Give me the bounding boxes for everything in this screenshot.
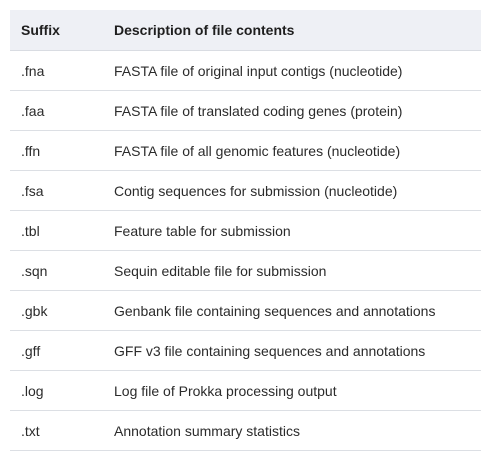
cell-description: FASTA file of all genomic features (nucl… xyxy=(103,130,481,171)
table-body: .fna FASTA file of original input contig… xyxy=(10,50,481,451)
table-header: Suffix Description of file contents xyxy=(10,10,481,51)
cell-description: FASTA file of original input contigs (nu… xyxy=(103,50,481,91)
cell-suffix: .log xyxy=(10,370,103,411)
cell-description: GFF v3 file containing sequences and ann… xyxy=(103,330,481,371)
cell-suffix: .ffn xyxy=(10,130,103,171)
cell-description: FASTA file of translated coding genes (p… xyxy=(103,90,481,131)
cell-description: Annotation summary statistics xyxy=(103,410,481,451)
table-row: .tbl Feature table for submission xyxy=(10,210,481,251)
cell-description: Genbank file containing sequences and an… xyxy=(103,290,481,331)
table-row: .faa FASTA file of translated coding gen… xyxy=(10,90,481,131)
file-suffix-table: Suffix Description of file contents .fna… xyxy=(10,10,481,451)
cell-suffix: .faa xyxy=(10,90,103,131)
cell-description: Contig sequences for submission (nucleot… xyxy=(103,170,481,211)
table-row: .gbk Genbank file containing sequences a… xyxy=(10,290,481,331)
cell-suffix: .gff xyxy=(10,330,103,371)
table-row: .log Log file of Prokka processing outpu… xyxy=(10,370,481,411)
header-suffix: Suffix xyxy=(10,10,103,51)
cell-suffix: .fna xyxy=(10,50,103,91)
cell-suffix: .gbk xyxy=(10,290,103,331)
table-row: .sqn Sequin editable file for submission xyxy=(10,250,481,291)
cell-suffix: .tbl xyxy=(10,210,103,251)
cell-description: Sequin editable file for submission xyxy=(103,250,481,291)
cell-suffix: .txt xyxy=(10,410,103,451)
cell-description: Feature table for submission xyxy=(103,210,481,251)
header-description: Description of file contents xyxy=(103,10,481,51)
table-row: .fsa Contig sequences for submission (nu… xyxy=(10,170,481,211)
cell-suffix: .sqn xyxy=(10,250,103,291)
file-suffix-table-container: Suffix Description of file contents .fna… xyxy=(10,10,481,451)
table-row: .txt Annotation summary statistics xyxy=(10,410,481,451)
cell-description: Log file of Prokka processing output xyxy=(103,370,481,411)
header-row: Suffix Description of file contents xyxy=(10,10,481,51)
table-row: .ffn FASTA file of all genomic features … xyxy=(10,130,481,171)
cell-suffix: .fsa xyxy=(10,170,103,211)
table-row: .gff GFF v3 file containing sequences an… xyxy=(10,330,481,371)
table-row: .fna FASTA file of original input contig… xyxy=(10,50,481,91)
